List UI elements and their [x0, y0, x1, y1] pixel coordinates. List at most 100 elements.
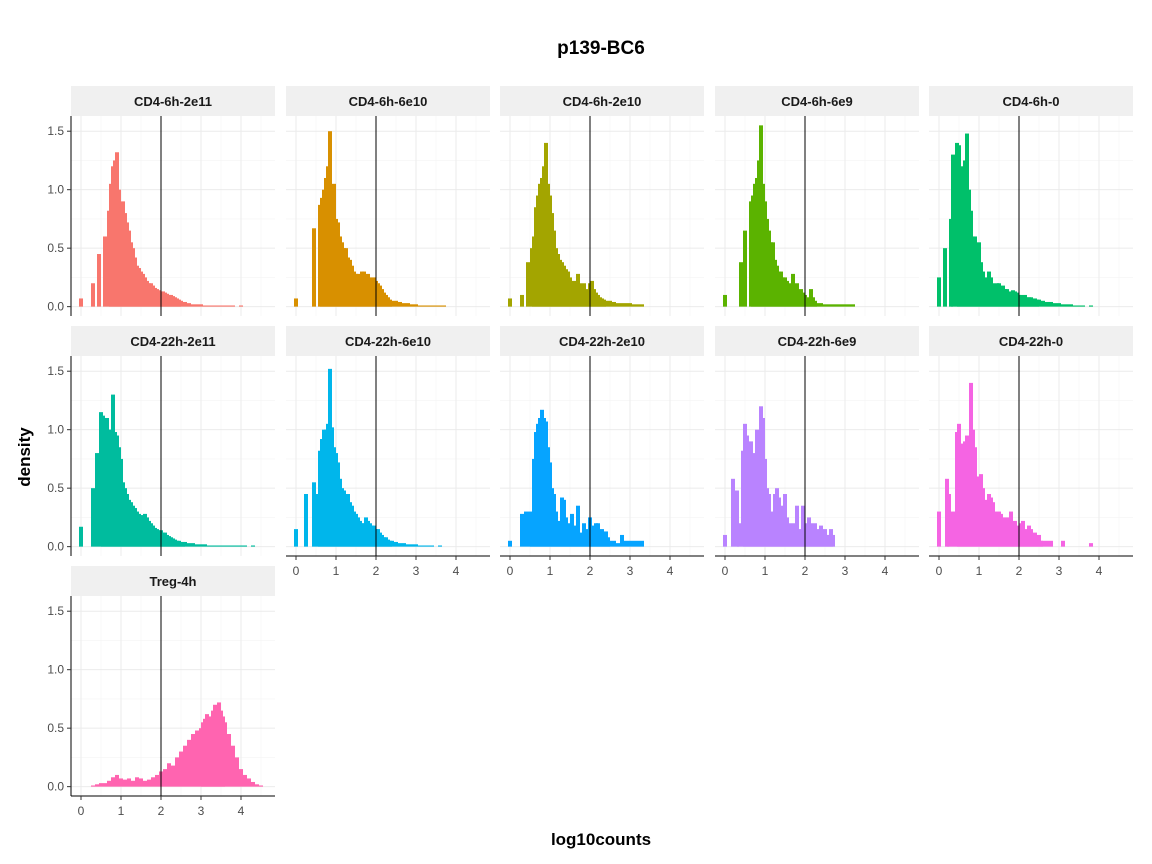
histogram-bar [835, 304, 839, 307]
histogram-bar [524, 511, 528, 547]
histogram-bar [442, 305, 446, 307]
histogram-bar [219, 545, 223, 547]
histogram-bar [434, 305, 438, 307]
histogram-bar [624, 303, 628, 307]
histogram-bar [183, 301, 187, 307]
facet-label: CD4-6h-2e10 [563, 94, 642, 109]
histogram-bars [723, 125, 855, 307]
histogram-bar [418, 545, 422, 547]
histogram-bar [723, 534, 727, 547]
x-tick-label: 0 [507, 564, 514, 578]
histogram-bar [119, 778, 123, 787]
facet-strip [286, 326, 490, 356]
x-tick-label: 2 [1016, 564, 1023, 578]
histogram-bar [199, 304, 203, 307]
histogram-bar [135, 777, 139, 787]
histogram-bar [508, 540, 512, 547]
y-tick-label: 1.5 [47, 604, 64, 618]
x-tick-label: 3 [842, 564, 849, 578]
histogram-bar [227, 734, 231, 787]
facet-strip [929, 326, 1133, 356]
histogram-bars [79, 394, 255, 547]
histogram-bar [406, 303, 410, 307]
y-tick-label: 1.0 [47, 423, 64, 437]
facet-label: CD4-22h-2e10 [559, 334, 645, 349]
histogram-bar [139, 778, 143, 787]
histogram-bars [79, 152, 243, 307]
histogram-bar [414, 544, 418, 547]
histogram-bar [640, 540, 644, 547]
histogram-bar [255, 784, 259, 787]
facet-CD4-6h-2e11: CD4-6h-2e11 0.0 0.5 1.0 1.5 [47, 86, 275, 316]
histogram-bar [115, 774, 119, 787]
histogram-bar [1081, 305, 1085, 307]
histogram-bar [604, 300, 608, 307]
histogram-bar [608, 540, 612, 547]
histogram-bar [438, 545, 442, 547]
histogram-bar [795, 505, 799, 547]
facet-strip [71, 86, 275, 116]
histogram-bar [1077, 305, 1081, 307]
histogram-bar [163, 769, 167, 787]
histogram-bar [167, 763, 171, 787]
histogram-bar [723, 294, 727, 307]
histogram-bar [227, 545, 231, 547]
histogram-bar [203, 544, 207, 547]
histogram-bar [827, 304, 831, 307]
histogram-bar [612, 301, 616, 307]
histogram-bar [426, 305, 430, 307]
histogram-bars [937, 133, 1093, 307]
histogram-bar [223, 722, 227, 787]
facet-CD4-6h-6e10: CD4-6h-6e10 [286, 86, 490, 316]
histogram-bar [219, 305, 223, 307]
facet-panels: CD4-6h-2e11 0.0 0.5 1.0 1.5 CD4-6h-6e10 CD4-6h… [47, 86, 1133, 818]
histogram-bar [251, 545, 255, 547]
histogram-bar [735, 490, 739, 547]
histogram-bar [628, 303, 632, 307]
histogram-bar [243, 545, 247, 547]
histogram-bar [239, 769, 243, 787]
histogram-bar [1069, 304, 1073, 307]
y-tick-label: 0.0 [47, 780, 64, 794]
histogram-bar [215, 545, 219, 547]
histogram-bar [211, 305, 215, 307]
histogram-bar [628, 540, 632, 547]
histogram-bar [576, 505, 580, 547]
histogram-bar [191, 543, 195, 547]
y-tick-label: 0.0 [47, 300, 64, 314]
histogram-bar [187, 543, 191, 547]
y-tick-label: 1.5 [47, 124, 64, 138]
histogram-bar [107, 780, 111, 787]
histogram-bar [831, 304, 835, 307]
histogram-bar [155, 774, 159, 787]
facet-strip [71, 326, 275, 356]
histogram-bar [1061, 304, 1065, 307]
x-tick-label: 4 [667, 564, 674, 578]
y-tick-label: 0.5 [47, 721, 64, 735]
histogram-bar [406, 544, 410, 547]
histogram-bar [259, 785, 263, 787]
histogram-bar [438, 305, 442, 307]
histogram-bar [398, 543, 402, 547]
histogram-bar [223, 545, 227, 547]
histogram-bar [91, 785, 95, 787]
histogram-bar [612, 540, 616, 547]
histogram-bar [943, 248, 947, 307]
chart-title: p139-BC6 [557, 38, 645, 59]
facet-label: CD4-22h-0 [999, 334, 1063, 349]
histogram-bar [191, 304, 195, 307]
histogram-bar [520, 294, 524, 307]
y-axis-title: density [15, 427, 34, 487]
y-tick-label: 0.5 [47, 241, 64, 255]
histogram-bar [632, 540, 636, 547]
y-tick-label: 1.0 [47, 183, 64, 197]
histogram-bar [422, 545, 426, 547]
histogram-bar [398, 301, 402, 307]
histogram-bar [199, 544, 203, 547]
histogram-bar [312, 482, 316, 547]
histogram-bars [508, 409, 644, 547]
histogram-bar [739, 262, 743, 307]
histogram-bar [390, 300, 394, 307]
histogram-bar [951, 511, 955, 547]
histogram-bar [1041, 540, 1045, 547]
